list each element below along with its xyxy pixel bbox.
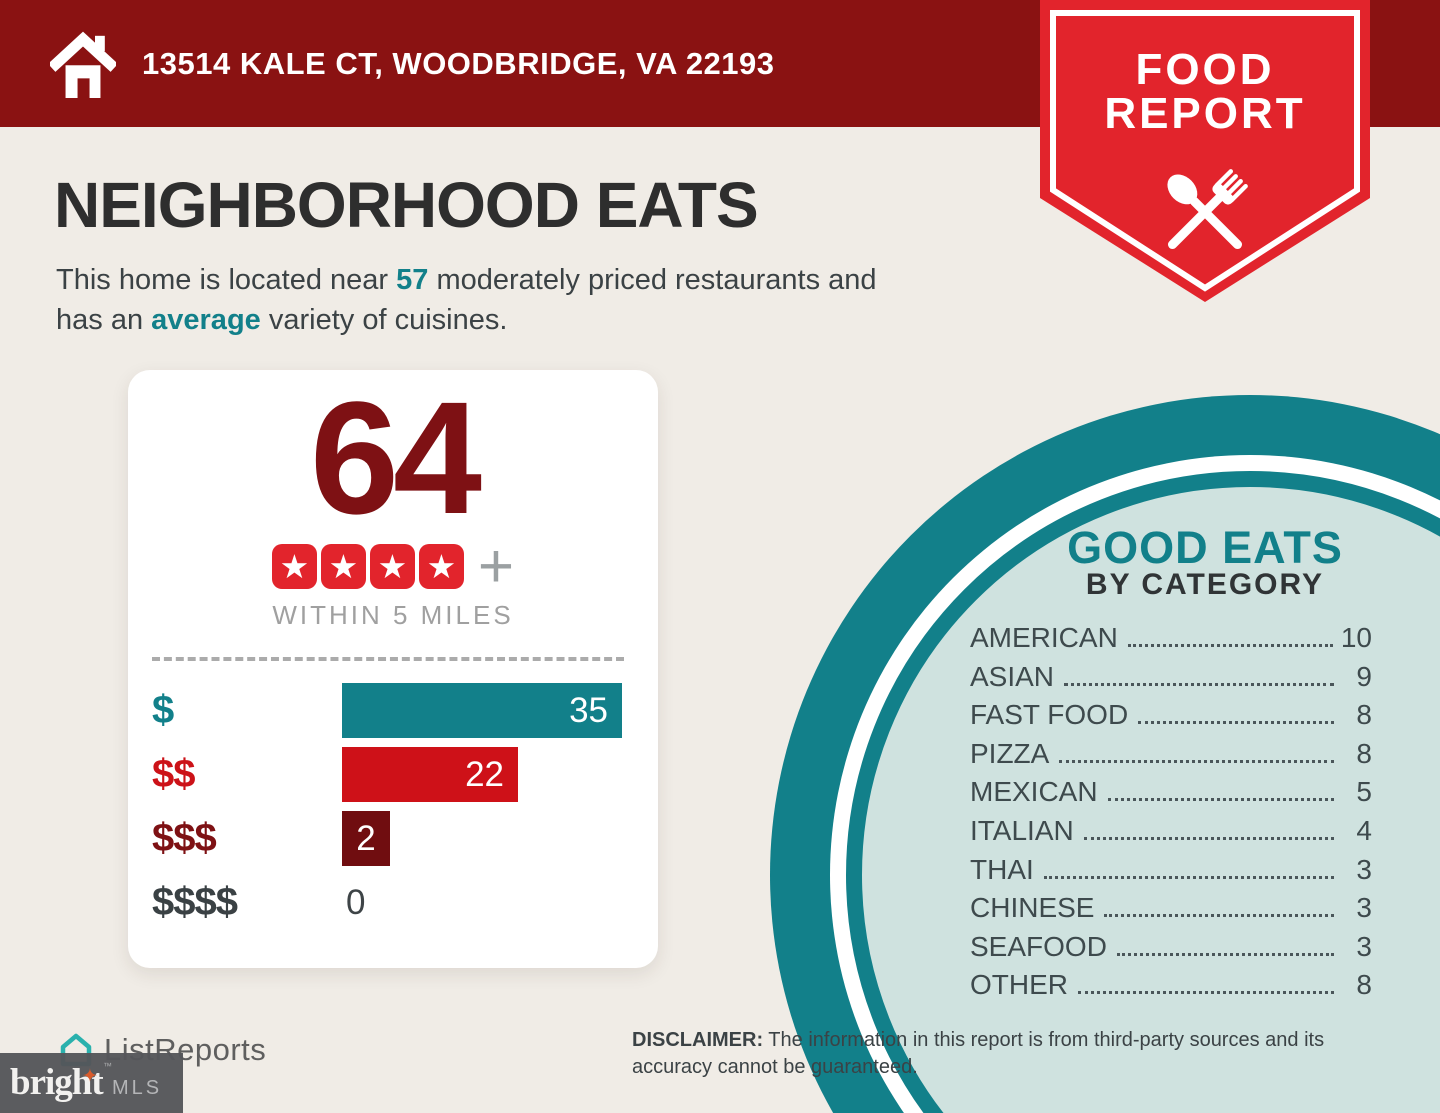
category-count: 3 <box>1356 853 1372 885</box>
price-bar-row: $$$ 2 <box>128 811 658 866</box>
dotted-leader <box>1127 644 1333 647</box>
subtitle-text: This home is located near <box>56 264 397 296</box>
price-level-label: $$$ <box>152 816 217 860</box>
category-row: FAST FOOD 8 <box>970 699 1372 738</box>
category-row: CHINESE 3 <box>970 892 1372 931</box>
category-list: AMERICAN 10 ASIAN 9 FAST FOOD 8 PIZZA 8 MEXICAN 5… <box>970 622 1372 1008</box>
subtitle-text: has an <box>56 304 152 336</box>
subtitle-text: variety of cuisines. <box>260 304 508 336</box>
category-name: FAST FOOD <box>970 699 1129 731</box>
good-eats-subtitle: BY CATEGORY <box>1085 568 1325 601</box>
category-name: MEXICAN <box>970 776 1098 808</box>
dotted-leader <box>1107 798 1334 802</box>
star-icon: ★ <box>271 544 317 589</box>
price-level-label: $$ <box>152 752 195 796</box>
mls-wordmark: MLS <box>112 1077 163 1099</box>
category-count: 10 <box>1340 622 1372 653</box>
bright-star-icon: ✦ <box>82 1066 98 1087</box>
subtitle-line2: has an average variety of cuisines. <box>56 300 877 340</box>
price-level-label: $ <box>152 688 174 732</box>
page-title: NEIGHBORHOOD EATS <box>54 169 759 241</box>
price-bar: 35 <box>342 683 622 738</box>
price-bar-row: $$$$ 0 <box>128 875 658 930</box>
category-row: ITALIAN 4 <box>970 815 1372 854</box>
category-name: THAI <box>970 853 1034 885</box>
price-bar-row: $35 <box>128 683 658 738</box>
dotted-leader <box>1064 682 1334 686</box>
category-name: AMERICAN <box>970 622 1118 653</box>
subtitle-text: moderately priced restaurants and <box>428 264 877 296</box>
category-row: SEAFOOD 3 <box>970 931 1372 970</box>
category-row: OTHER 8 <box>970 969 1372 1008</box>
star-icon: ★ <box>369 544 415 589</box>
good-eats-title: GOOD EATS <box>1067 522 1343 573</box>
variety-highlight: average <box>151 304 261 336</box>
category-name: ASIAN <box>970 660 1055 692</box>
category-count: 3 <box>1356 930 1372 962</box>
dotted-leader <box>1043 875 1334 879</box>
dotted-leader <box>1083 836 1334 840</box>
dotted-leader <box>1116 952 1334 956</box>
restaurant-score-card: 64 ★ ★ ★ ★ + WITHIN 5 MILES $35 $$ 22 $$$ 2 $$$$ 0 <box>128 370 658 968</box>
restaurant-score: 64 <box>310 368 482 547</box>
bar-value: 35 <box>569 690 608 730</box>
trademark-symbol: ™ <box>103 1061 112 1071</box>
category-row: AMERICAN 10 <box>970 622 1372 661</box>
bar-value: 0 <box>346 883 366 922</box>
price-level-label: $$$$ <box>152 880 238 924</box>
dotted-leader <box>1059 759 1334 763</box>
price-bar: 2 <box>342 811 390 866</box>
house-icon <box>50 31 116 98</box>
price-bar: 22 <box>342 747 518 802</box>
category-row: THAI 3 <box>970 854 1372 893</box>
star-rating: ★ ★ ★ ★ + <box>128 532 658 601</box>
bar-value: 22 <box>465 754 504 794</box>
ribbon-line1: FOOD <box>1135 45 1274 94</box>
page-subtitle: This home is located near 57 moderately … <box>56 260 877 340</box>
star-icon: ★ <box>320 544 366 589</box>
disclaimer: DISCLAIMER: The information in this repo… <box>632 1027 1392 1081</box>
disclaimer-text-line1: The information in this report is from t… <box>763 1029 1325 1051</box>
spoon-fork-icon <box>1167 169 1248 250</box>
radius-label: WITHIN 5 MILES <box>272 600 514 630</box>
category-count: 5 <box>1356 776 1372 808</box>
disclaimer-label: DISCLAIMER: <box>632 1029 764 1051</box>
plus-icon: + <box>477 532 515 601</box>
category-name: PIZZA <box>970 737 1050 769</box>
subtitle-line1: This home is located near 57 moderately … <box>56 260 877 300</box>
category-count: 8 <box>1356 969 1372 1001</box>
disclaimer-text-line2: accuracy cannot be guaranteed. <box>632 1056 918 1078</box>
property-address: 13514 KALE CT, WOODBRIDGE, VA 22193 <box>142 46 775 81</box>
category-count: 9 <box>1356 660 1372 692</box>
category-name: OTHER <box>970 969 1068 1001</box>
bright-mls-logo: bright ✦ ™ MLS <box>0 1053 183 1113</box>
category-name: SEAFOOD <box>970 930 1107 962</box>
category-count: 3 <box>1356 892 1372 924</box>
category-row: ASIAN 9 <box>970 661 1372 700</box>
category-count: 8 <box>1356 699 1372 731</box>
category-count: 4 <box>1356 814 1372 846</box>
dotted-leader <box>1104 914 1334 918</box>
category-name: ITALIAN <box>970 814 1074 846</box>
category-row: MEXICAN 5 <box>970 776 1372 815</box>
category-count: 8 <box>1356 737 1372 769</box>
food-report-ribbon: FOOD REPORT <box>1040 0 1370 302</box>
restaurant-count: 57 <box>396 264 429 296</box>
price-bar-row: $$ 22 <box>128 747 658 802</box>
dotted-leader <box>1078 991 1334 995</box>
dashed-divider <box>152 657 624 661</box>
star-icon: ★ <box>418 544 464 589</box>
category-name: CHINESE <box>970 892 1095 924</box>
bright-wordmark: bright <box>10 1062 104 1103</box>
dotted-leader <box>1138 721 1334 725</box>
bar-value: 2 <box>356 818 376 858</box>
price-level-bar-chart: $35 $$ 22 $$$ 2 $$$$ 0 <box>128 683 658 939</box>
ribbon-line2: REPORT <box>1104 89 1305 138</box>
category-row: PIZZA 8 <box>970 738 1372 777</box>
